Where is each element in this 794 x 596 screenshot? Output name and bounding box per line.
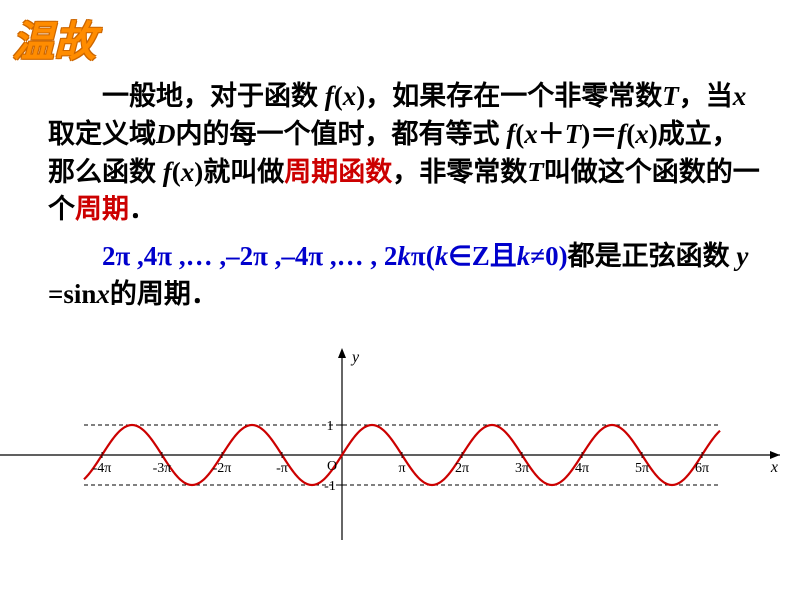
- eq: =: [48, 279, 63, 309]
- text: ，当: [679, 81, 733, 111]
- slide-title: 温故: [12, 8, 96, 69]
- text: ，如果存在一个非零常数: [365, 81, 662, 111]
- f: f: [506, 119, 515, 149]
- f: f: [325, 81, 334, 111]
- y: y: [736, 241, 748, 271]
- pi: π(: [411, 241, 435, 271]
- x: x: [524, 119, 538, 149]
- svg-text:x: x: [770, 459, 778, 476]
- svg-text:6π: 6π: [695, 461, 709, 476]
- T: T: [662, 81, 679, 111]
- paren: (: [626, 119, 635, 149]
- sin: sin: [63, 279, 96, 309]
- svg-text:2π: 2π: [455, 461, 469, 476]
- k: k: [435, 241, 449, 271]
- Z: Z: [472, 241, 490, 271]
- svg-text:y: y: [350, 349, 360, 366]
- period: 周期: [75, 194, 129, 224]
- paren: ): [194, 157, 203, 187]
- plus: ＋: [538, 119, 565, 149]
- period-list: 2π ,4π ,… ,–2π ,–4π ,… , 2kπ(k∈Z且k≠0): [102, 241, 568, 271]
- paren: (: [334, 81, 343, 111]
- svg-text:4π: 4π: [575, 461, 589, 476]
- paren: ): [581, 119, 590, 149]
- svg-text:-3π: -3π: [153, 461, 172, 476]
- periods-paragraph: 2π ,4π ,… ,–2π ,–4π ,… , 2kπ(k∈Z且k≠0)都是正…: [48, 238, 764, 314]
- x: x: [96, 279, 110, 309]
- text: ，非零常数: [392, 157, 527, 187]
- x: x: [343, 81, 357, 111]
- paren: (: [515, 119, 524, 149]
- k: k: [517, 241, 531, 271]
- indent: [48, 241, 102, 271]
- T: T: [527, 157, 544, 187]
- sine-chart: -4π -3π -2π -π π 2π 3π 4π 5π 6π 1 -1 y x O: [0, 340, 794, 570]
- text: 一般地，对于函数: [102, 81, 325, 111]
- text: 内的每一个值时，都有等式: [176, 119, 507, 149]
- indent: [48, 81, 102, 111]
- text: 的周期．: [110, 279, 218, 309]
- svg-text:-π: -π: [276, 461, 288, 476]
- x: x: [635, 119, 649, 149]
- svg-text:-2π: -2π: [213, 461, 232, 476]
- dot: ．: [129, 194, 156, 224]
- text: 取定义域: [48, 119, 156, 149]
- paren: (: [172, 157, 181, 187]
- eq: ＝: [590, 119, 617, 149]
- text: 就叫做: [203, 157, 284, 187]
- periodic-function: 周期函数: [284, 157, 392, 187]
- svg-text:-1: -1: [324, 479, 336, 494]
- in: ∈: [448, 241, 472, 271]
- svg-text:O: O: [327, 459, 337, 474]
- text: 都是正弦函数: [568, 241, 737, 271]
- T: T: [565, 119, 582, 149]
- svg-text:1: 1: [327, 419, 334, 434]
- and: 且: [490, 241, 517, 271]
- svg-text:π: π: [398, 461, 405, 476]
- paren: ): [356, 81, 365, 111]
- svg-text:3π: 3π: [515, 461, 529, 476]
- svg-text:-4π: -4π: [93, 461, 112, 476]
- neq: ≠0): [530, 241, 567, 271]
- paren: ): [649, 119, 658, 149]
- definition-paragraph: 一般地，对于函数 f(x)，如果存在一个非零常数T，当x取定义域D内的每一个值时…: [48, 78, 764, 229]
- D: D: [156, 119, 176, 149]
- x: x: [181, 157, 195, 187]
- list: 2π ,4π ,… ,–2π ,–4π ,… , 2: [102, 241, 397, 271]
- f: f: [163, 157, 172, 187]
- f: f: [617, 119, 626, 149]
- x: x: [733, 81, 747, 111]
- k: k: [397, 241, 411, 271]
- svg-text:5π: 5π: [635, 461, 649, 476]
